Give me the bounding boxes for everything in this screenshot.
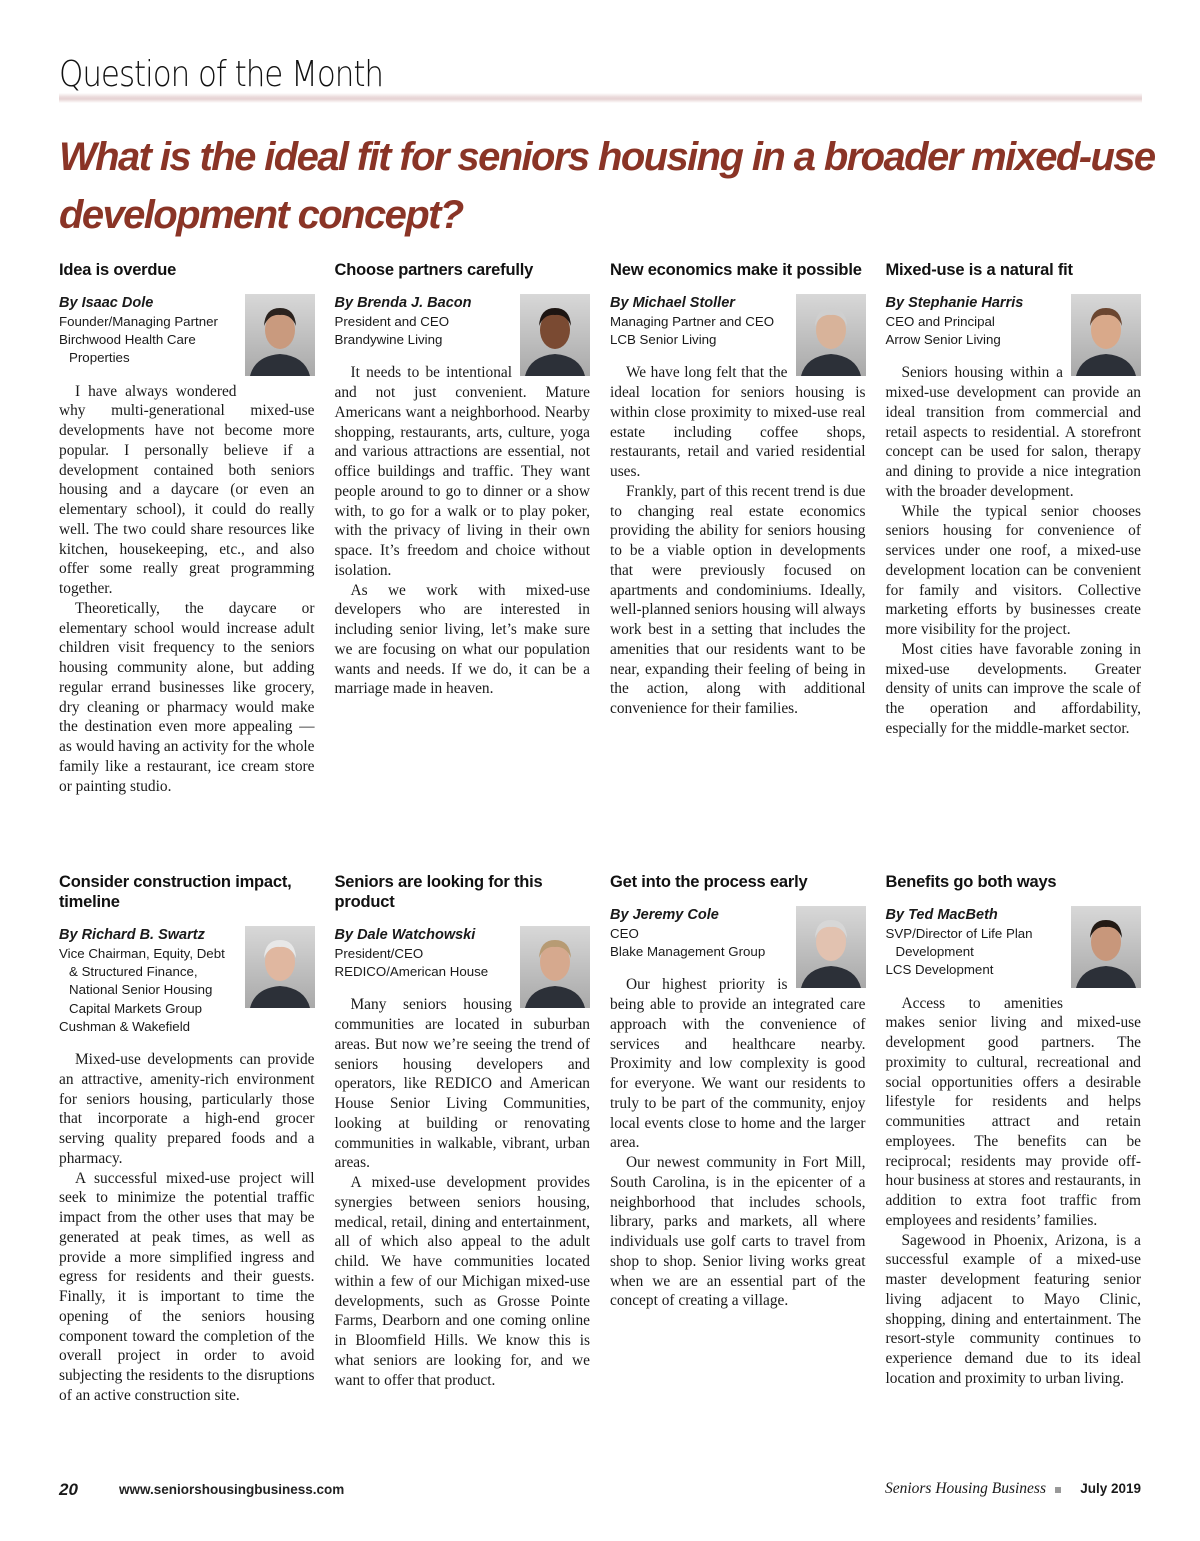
paragraph: Many seniors housing communities are loc…	[334, 996, 591, 1172]
article-body: Mixed-use developments can provide an at…	[59, 1050, 315, 1406]
author-title: Properties	[69, 350, 130, 366]
article-heading: Get into the process early	[610, 873, 808, 891]
article-heading: Idea is overdue	[59, 261, 177, 279]
paragraph: Theoretically, the daycare or elementary…	[59, 599, 315, 795]
article-body: Many seniors housing communities are loc…	[335, 995, 591, 1390]
author-photo	[244, 294, 315, 376]
author-name: By Isaac Dole	[59, 295, 154, 311]
article-heading: Choose partners carefully	[334, 261, 534, 279]
author-name: By Richard B. Swartz	[59, 927, 205, 943]
article-heading: New economics make it possible	[610, 261, 862, 279]
paragraph: It needs to be intentional and not just …	[334, 364, 591, 579]
article-heading: Seniors are looking for this product	[334, 873, 543, 911]
author-title: Capital Markets Group	[69, 1000, 203, 1016]
article: Get into the process early By Jeremy Cole…	[610, 872, 866, 1406]
issue-date: July 2019	[1080, 1481, 1141, 1496]
author-name: By Michael Stoller	[610, 295, 735, 311]
article: Benefits go both ways By Ted MacBeth SVP/D…	[885, 872, 1142, 1406]
section-title: Question of the Month	[59, 54, 384, 95]
author-photo	[1071, 294, 1141, 376]
separator-square	[1055, 1487, 1061, 1493]
author-title: SVP/Director of Life Plan	[885, 926, 1033, 941]
article: New economics make it possible By Michael…	[610, 260, 866, 796]
author-title: Arrow Senior Living	[885, 332, 1001, 348]
author-title: Blake Management Group	[610, 944, 766, 960]
author-name: By Ted MacBeth	[885, 907, 998, 923]
paragraph: A mixed-use development provides synergi…	[334, 1174, 591, 1389]
paragraph: Access to amenities makes senior living …	[885, 994, 1142, 1229]
author-title: Birchwood Health Care	[59, 332, 196, 348]
article: Choose partners carefully By Brenda J. Ba…	[334, 260, 591, 796]
author-name: By Stephanie Harris	[885, 295, 1024, 311]
article-heading: Benefits go both ways	[885, 873, 1057, 891]
magazine-name: Seniors Housing Business	[884, 1480, 1046, 1497]
article-body: We have long felt that the ideal locatio…	[610, 363, 866, 719]
author-title: & Structured Finance,	[69, 964, 198, 980]
author-photo	[795, 294, 866, 376]
article-body: Our highest priority is being able to pr…	[610, 975, 866, 1311]
headline: What is the ideal fit for seniors housin…	[59, 135, 1156, 237]
author-title: National Senior Housing	[69, 982, 213, 998]
page-number: 20	[59, 1480, 78, 1499]
author-name: By Brenda J. Bacon	[334, 295, 472, 311]
website-link[interactable]: www.seniorshousingbusiness.com	[119, 1482, 345, 1497]
author-photo	[520, 926, 590, 1008]
author-title: Development	[895, 944, 974, 960]
author-title: CEO	[610, 926, 639, 941]
paragraph: Most cities have favorable zoning in mix…	[885, 640, 1142, 737]
paragraph: While the typical senior chooses seniors…	[885, 502, 1142, 639]
paragraph: Mixed-use developments can provide an at…	[59, 1051, 315, 1167]
author-name: By Jeremy Cole	[610, 907, 719, 923]
author-photo	[1071, 906, 1141, 988]
paragraph: Seniors housing within a mixed-use devel…	[885, 364, 1142, 500]
articles-row-bottom: Consider construction impact, timeline By…	[59, 872, 1141, 1406]
article: Mixed-use is a natural fit By Stephanie H…	[885, 260, 1142, 796]
article: Idea is overdue By Isaac Dole Founder/Mana…	[59, 260, 315, 796]
article-body: Access to amenities makes senior living …	[886, 994, 1142, 1389]
paragraph: I have always wondered why multi-generat…	[59, 382, 315, 598]
paragraph: We have long felt that the ideal locatio…	[610, 364, 866, 481]
paragraph: Our newest community in Fort Mill, South…	[610, 1154, 866, 1310]
article-body: Seniors housing within a mixed-use devel…	[886, 363, 1142, 738]
author-title: Founder/Managing Partner	[59, 314, 218, 329]
paragraph: Our highest priority is being able to pr…	[610, 976, 866, 1152]
article: Consider construction impact, timeline By…	[59, 872, 315, 1406]
paragraph: Sagewood in Phoenix, Arizona, is a succe…	[885, 1231, 1142, 1387]
article-body: It needs to be intentional and not just …	[335, 363, 591, 699]
author-photo	[795, 906, 866, 988]
author-title: LCB Senior Living	[610, 332, 717, 348]
paragraph: As we work with mixed-use developers who…	[334, 581, 591, 698]
paragraph: Frankly, part of this recent trend is du…	[610, 482, 866, 718]
article: Seniors are looking for this product By D…	[334, 872, 591, 1406]
author-name: By Dale Watchowski	[334, 927, 476, 943]
section-divider	[59, 93, 1142, 103]
author-title: Cushman & Wakefield	[59, 1018, 191, 1034]
author-title: REDICO/American House	[334, 964, 489, 980]
articles-row-top: Idea is overdue By Isaac Dole Founder/Mana…	[59, 260, 1141, 796]
author-title: Vice Chairman, Equity, Debt	[59, 946, 225, 961]
article-heading: Consider construction impact, timeline	[59, 873, 292, 911]
paragraph: A successful mixed-use project will seek…	[59, 1169, 315, 1404]
author-photo	[244, 926, 315, 1008]
author-title: President and CEO	[334, 314, 450, 329]
author-title: Managing Partner and CEO	[610, 314, 775, 329]
author-title: Brandywine Living	[334, 332, 443, 348]
author-title: CEO and Principal	[885, 314, 995, 329]
article-body: I have always wondered why multi-generat…	[59, 382, 315, 797]
author-photo	[520, 294, 590, 376]
article-heading: Mixed-use is a natural fit	[885, 261, 1074, 279]
author-title: LCS Development	[885, 962, 994, 978]
author-title: President/CEO	[334, 946, 424, 961]
